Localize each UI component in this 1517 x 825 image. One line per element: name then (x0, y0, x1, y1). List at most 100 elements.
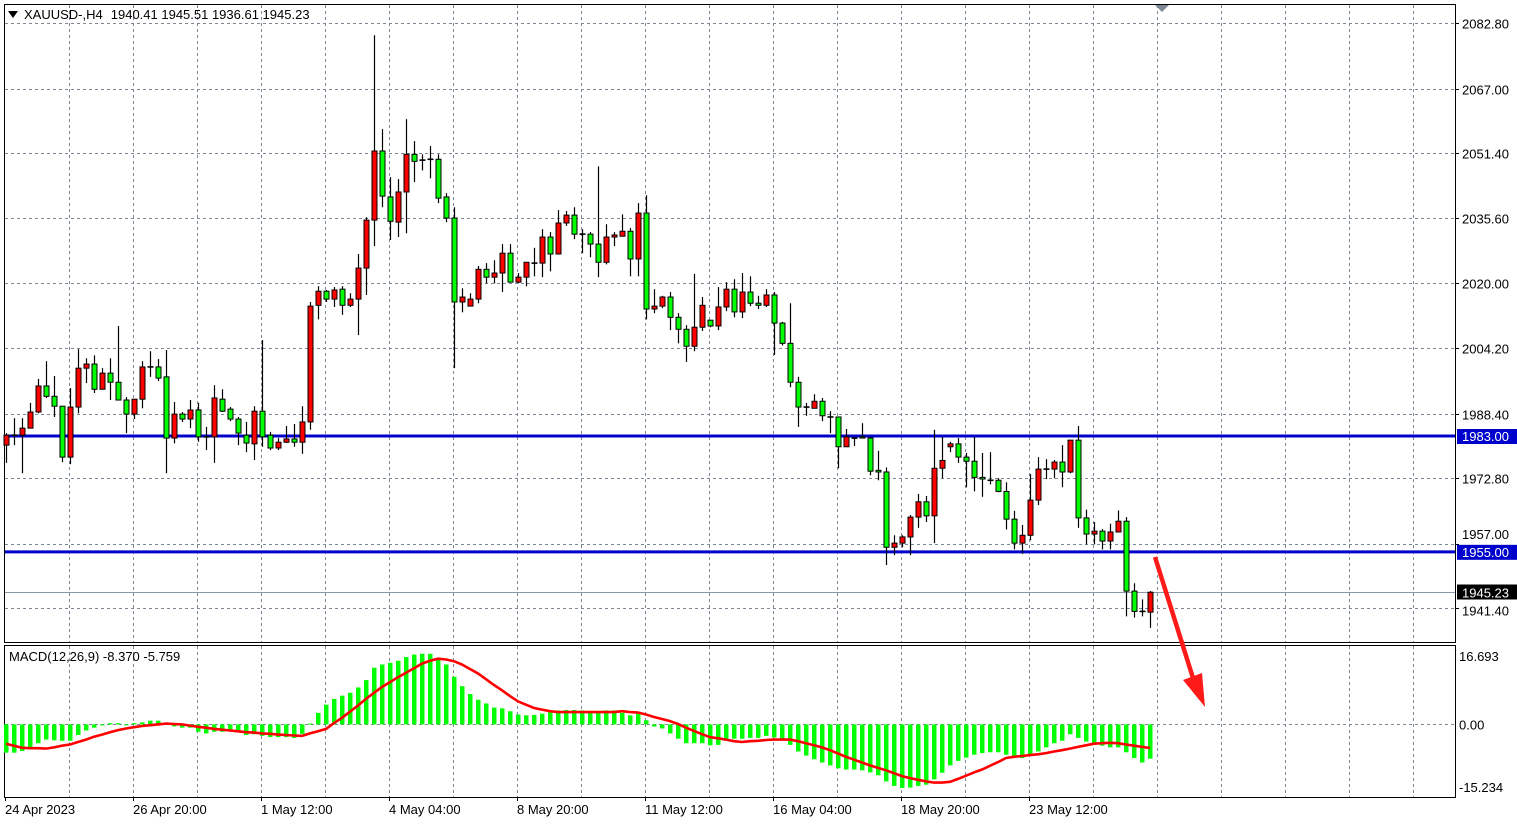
macd-histogram-bar (332, 698, 337, 725)
candle (803, 402, 810, 416)
candle-body (227, 408, 234, 420)
candle-body (291, 438, 298, 443)
macd-histogram-bar (348, 692, 353, 725)
ohlc-values: 1940.41 1945.51 1936.61 1945.23 (110, 7, 310, 22)
macd-histogram-bar (404, 657, 409, 725)
candle-body (955, 443, 962, 458)
macd-histogram-bar (716, 724, 721, 745)
candle-body (667, 296, 674, 318)
candle (379, 129, 386, 208)
macd-histogram-bar (220, 724, 225, 732)
level-price-tag (1457, 429, 1517, 445)
macd-histogram-bar (588, 711, 593, 725)
triangle-down-icon[interactable] (8, 11, 18, 18)
candle (891, 535, 898, 556)
macd-axis-label: -15.234 (1459, 780, 1503, 795)
candle-body (1099, 530, 1106, 542)
macd-histogram-bar (1012, 724, 1017, 758)
chart-shift-marker-icon[interactable] (1155, 5, 1169, 12)
candle-body (587, 233, 594, 245)
macd-histogram-bar (796, 724, 801, 752)
candle (275, 438, 282, 451)
candle (763, 289, 770, 307)
candle-body (643, 212, 650, 310)
macd-histogram-bar (820, 724, 825, 763)
candle (915, 493, 922, 528)
macd-histogram-bar (964, 724, 969, 758)
macd-histogram-bar (1044, 724, 1049, 748)
candle (59, 405, 66, 463)
candle (427, 146, 434, 179)
candle (235, 416, 242, 446)
candle-body (115, 381, 122, 401)
candle (859, 423, 866, 439)
candle (595, 166, 602, 278)
macd-histogram-bar (524, 715, 529, 725)
macd-histogram-bar (1100, 724, 1105, 746)
macd-histogram-bar (804, 724, 809, 756)
macd-histogram-bar (396, 660, 401, 725)
candle (171, 402, 178, 444)
candle-body (3, 434, 10, 446)
candle-body (59, 405, 66, 458)
macd-histogram-bar (476, 699, 481, 725)
macd-histogram-bar (372, 667, 377, 725)
candle-body (539, 236, 546, 264)
macd-histogram-bar (652, 724, 657, 727)
candle (811, 394, 818, 409)
time-axis-label: 23 May 12:00 (1029, 802, 1108, 817)
macd-histogram-bar (972, 724, 977, 755)
price-axis-label: 2004.20 (1462, 342, 1509, 357)
candle-body (315, 290, 322, 306)
candle (1091, 522, 1098, 545)
price-axis: 2082.80 2067.00 2051.40 2035.60 2020.00 2004.… (1455, 17, 1517, 795)
macd-histogram-bar (876, 724, 881, 776)
candle-body (883, 471, 890, 548)
candle-body (1115, 520, 1122, 533)
macd-histogram-bar (28, 724, 33, 749)
candle (435, 154, 442, 204)
candle-body (875, 469, 882, 473)
candle-body (235, 418, 242, 434)
candle-body (899, 536, 906, 544)
macd-histogram-bar (1036, 724, 1041, 752)
candle (571, 207, 578, 240)
candle-body (395, 191, 402, 223)
macd-histogram-bar (940, 724, 945, 773)
candle (163, 349, 170, 474)
time-axis-label: 24 Apr 2023 (5, 802, 75, 817)
down-arrow-annotation[interactable] (1152, 556, 1205, 707)
macd-histogram-bar (556, 710, 561, 725)
candle (771, 292, 778, 355)
macd-histogram-bar (244, 724, 249, 736)
candle-body (571, 214, 578, 235)
candle (211, 385, 218, 463)
macd-histogram-bar (756, 724, 761, 738)
macd-histogram-bar (500, 708, 505, 725)
macd-histogram-bar (932, 724, 937, 780)
level-price-tag (1457, 544, 1517, 560)
macd-histogram-bar (452, 676, 457, 725)
macd-histogram-bar (596, 712, 601, 725)
candle (419, 154, 426, 171)
candle-body (99, 372, 106, 390)
macd-histogram-bar (268, 724, 273, 738)
candle (643, 195, 650, 320)
macd-histogram-bar (172, 724, 177, 727)
candle (203, 426, 210, 451)
price-axis-label: 2082.80 (1462, 17, 1509, 32)
candle (683, 325, 690, 362)
candle (443, 193, 450, 223)
candle (611, 232, 618, 247)
macd-histogram-bar (660, 724, 665, 729)
candle-body (1059, 461, 1066, 473)
macd-histogram-bar (132, 723, 137, 725)
macd-histogram-bar (12, 724, 17, 753)
candle-body (387, 196, 394, 222)
macd-histogram-bar (316, 712, 321, 725)
chart-header: XAUUSD-,H4 1940.41 1945.51 1936.61 1945.… (8, 7, 310, 22)
candle (579, 229, 586, 254)
candle-body (843, 436, 850, 448)
candle (715, 287, 722, 331)
